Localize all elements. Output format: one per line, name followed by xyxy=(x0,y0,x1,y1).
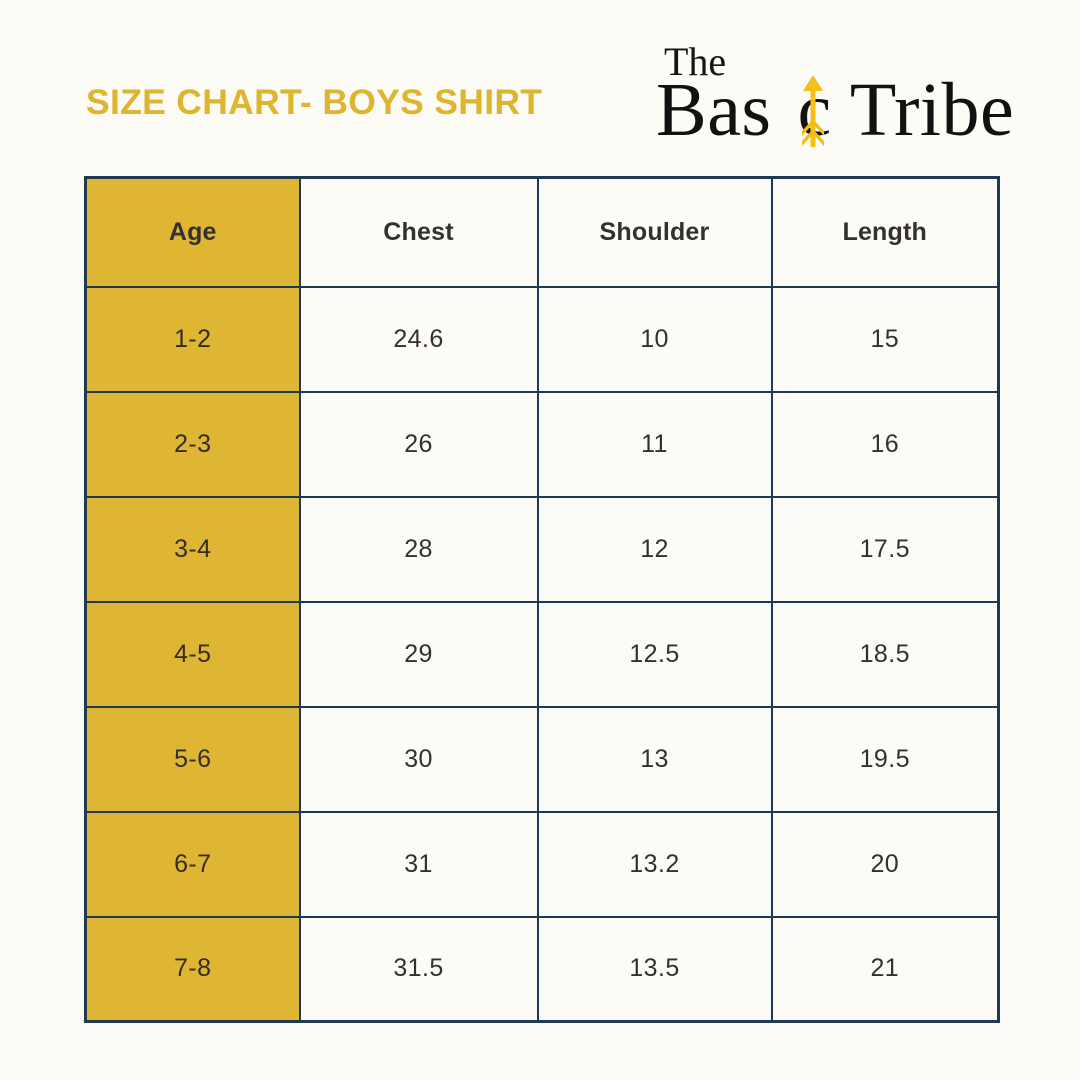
cell-chest: 30 xyxy=(298,705,539,813)
cell-length: 21 xyxy=(770,915,1000,1023)
table-row: 5-6 30 13 19.5 xyxy=(84,705,1000,813)
cell-chest: 26 xyxy=(298,390,539,498)
page-title: SIZE CHART- BOYS SHIRT xyxy=(86,82,543,122)
cell-chest: 31 xyxy=(298,810,539,918)
cell-shoulder: 11 xyxy=(536,390,773,498)
brand-logo: The Basc Tribe xyxy=(650,39,1014,150)
table-row: 6-7 31 13.2 20 xyxy=(84,810,1000,918)
column-header-age: Age xyxy=(84,176,301,288)
cell-chest: 31.5 xyxy=(298,915,539,1023)
logo-wordmark-part3: Tribe xyxy=(831,68,1015,152)
cell-chest: 24.6 xyxy=(298,285,539,393)
size-chart-table: Age Chest Shoulder Length 1-2 24.6 10 15… xyxy=(84,176,1000,1023)
cell-age: 3-4 xyxy=(84,495,301,603)
cell-shoulder: 13 xyxy=(536,705,773,813)
logo-wordmark: Basc Tribe xyxy=(656,72,1014,148)
cell-chest: 28 xyxy=(298,495,539,603)
cell-length: 18.5 xyxy=(770,600,1000,708)
cell-age: 5-6 xyxy=(84,705,301,813)
cell-length: 19.5 xyxy=(770,705,1000,813)
table-row: 3-4 28 12 17.5 xyxy=(84,495,1000,603)
logo-wordmark-part1: Bas xyxy=(656,68,772,152)
cell-shoulder: 12.5 xyxy=(536,600,773,708)
table-header-row: Age Chest Shoulder Length xyxy=(84,176,1000,288)
table-row: 1-2 24.6 10 15 xyxy=(84,285,1000,393)
cell-age: 2-3 xyxy=(84,390,301,498)
column-header-chest: Chest xyxy=(298,176,539,288)
cell-length: 15 xyxy=(770,285,1000,393)
cell-shoulder: 13.5 xyxy=(536,915,773,1023)
table-body: 1-2 24.6 10 15 2-3 26 11 16 3-4 28 12 17… xyxy=(84,285,1000,1023)
cell-shoulder: 13.2 xyxy=(536,810,773,918)
cell-length: 17.5 xyxy=(770,495,1000,603)
up-arrow-icon xyxy=(802,75,824,147)
cell-shoulder: 12 xyxy=(536,495,773,603)
size-chart-container: Age Chest Shoulder Length 1-2 24.6 10 15… xyxy=(84,176,1000,1023)
cell-age: 7-8 xyxy=(84,915,301,1023)
column-header-shoulder: Shoulder xyxy=(536,176,773,288)
cell-age: 6-7 xyxy=(84,810,301,918)
page-header: SIZE CHART- BOYS SHIRT The Basc Tribe xyxy=(0,0,1080,176)
cell-age: 1-2 xyxy=(84,285,301,393)
table-row: 2-3 26 11 16 xyxy=(84,390,1000,498)
logo-the-text: The xyxy=(664,39,727,84)
cell-shoulder: 10 xyxy=(536,285,773,393)
cell-length: 20 xyxy=(770,810,1000,918)
cell-chest: 29 xyxy=(298,600,539,708)
column-header-length: Length xyxy=(770,176,1000,288)
table-row: 4-5 29 12.5 18.5 xyxy=(84,600,1000,708)
cell-length: 16 xyxy=(770,390,1000,498)
cell-age: 4-5 xyxy=(84,600,301,708)
table-row: 7-8 31.5 13.5 21 xyxy=(84,915,1000,1023)
